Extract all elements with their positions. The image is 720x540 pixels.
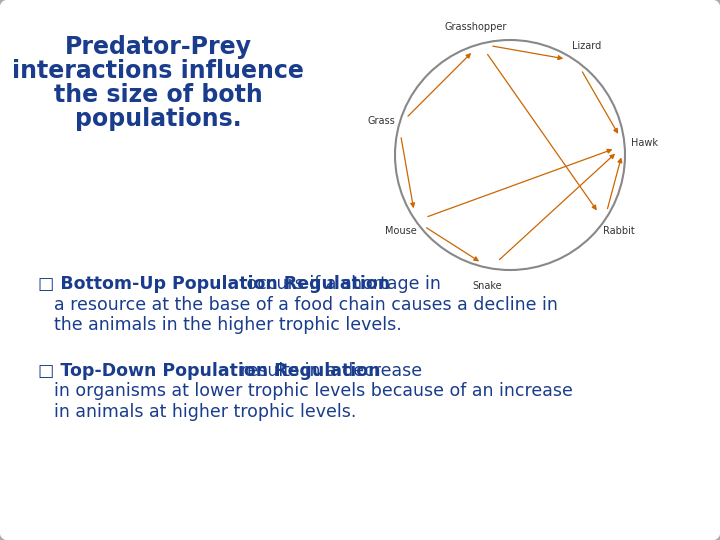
Text: the size of both: the size of both — [53, 83, 262, 107]
Text: Grass: Grass — [368, 116, 395, 126]
Text: □ Top-Down Population Regulation: □ Top-Down Population Regulation — [38, 362, 380, 380]
Text: Rabbit: Rabbit — [603, 226, 635, 237]
Text: populations.: populations. — [75, 107, 241, 131]
Text: in organisms at lower trophic levels because of an increase: in organisms at lower trophic levels bec… — [54, 382, 573, 400]
Text: Lizard: Lizard — [572, 41, 601, 51]
Text: in animals at higher trophic levels.: in animals at higher trophic levels. — [54, 403, 356, 421]
Text: Mouse: Mouse — [385, 226, 417, 237]
Text: Grasshopper: Grasshopper — [444, 22, 507, 31]
Text: occurs if a shortage in: occurs if a shortage in — [241, 275, 441, 293]
Text: Snake: Snake — [472, 281, 502, 291]
Text: a resource at the base of a food chain causes a decline in: a resource at the base of a food chain c… — [54, 295, 558, 314]
Text: Hawk: Hawk — [631, 138, 658, 149]
Text: Predator-Prey: Predator-Prey — [65, 35, 251, 59]
Text: interactions influence: interactions influence — [12, 59, 304, 83]
Text: results in a decrease: results in a decrease — [235, 362, 422, 380]
Text: □ Bottom-Up Population Regulation: □ Bottom-Up Population Regulation — [38, 275, 390, 293]
Text: the animals in the higher trophic levels.: the animals in the higher trophic levels… — [54, 316, 402, 334]
